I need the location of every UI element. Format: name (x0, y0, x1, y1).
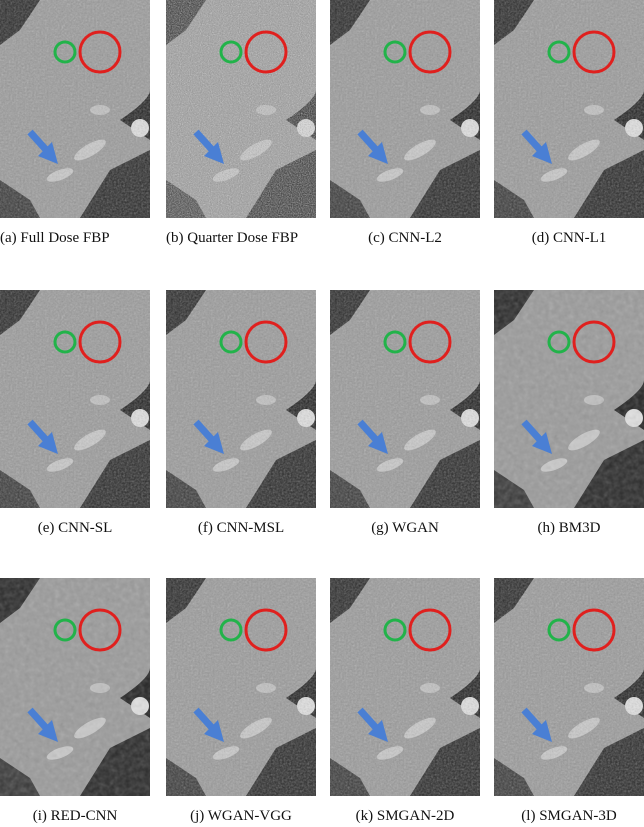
caption: (c) CNN-L2 (368, 230, 442, 246)
caption: (g) WGAN (371, 520, 439, 536)
ct-image (494, 290, 644, 508)
ct-image (166, 578, 316, 796)
ct-image (494, 578, 644, 796)
caption: (b) Quarter Dose FBP (166, 230, 299, 246)
panel: (g) WGAN (330, 290, 480, 538)
panel: (f) CNN-MSL (166, 290, 316, 538)
panel: (k) SMGAN-2D (330, 578, 480, 826)
panel: (d) CNN-L1 (494, 0, 644, 248)
ct-image (330, 0, 480, 218)
caption: (j) WGAN-VGG (190, 808, 292, 824)
panel: (h) BM3D (494, 290, 644, 538)
panel: (e) CNN-SL (0, 290, 150, 538)
ct-image (330, 290, 480, 508)
caption: (h) BM3D (537, 520, 601, 536)
panel: (i) RED-CNN (0, 578, 150, 826)
ct-image (0, 578, 150, 796)
panel: (c) CNN-L2 (330, 0, 480, 248)
caption: (f) CNN-MSL (197, 520, 285, 536)
ct-image (0, 0, 150, 218)
panel: (b) Quarter Dose FBP (166, 0, 316, 248)
panel: (a) Full Dose FBP (0, 0, 150, 248)
caption: (k) SMGAN-2D (355, 808, 455, 824)
ct-image (166, 290, 316, 508)
ct-image (166, 0, 316, 218)
panel: (l) SMGAN-3D (494, 578, 644, 826)
caption: (d) CNN-L1 (531, 230, 607, 246)
panel: (j) WGAN-VGG (166, 578, 316, 826)
caption: (a) Full Dose FBP (0, 230, 110, 246)
ct-image (0, 290, 150, 508)
caption: (i) RED-CNN (32, 808, 118, 824)
ct-image (330, 578, 480, 796)
caption: (l) SMGAN-3D (521, 808, 617, 824)
ct-image (494, 0, 644, 218)
caption: (e) CNN-SL (37, 520, 113, 536)
